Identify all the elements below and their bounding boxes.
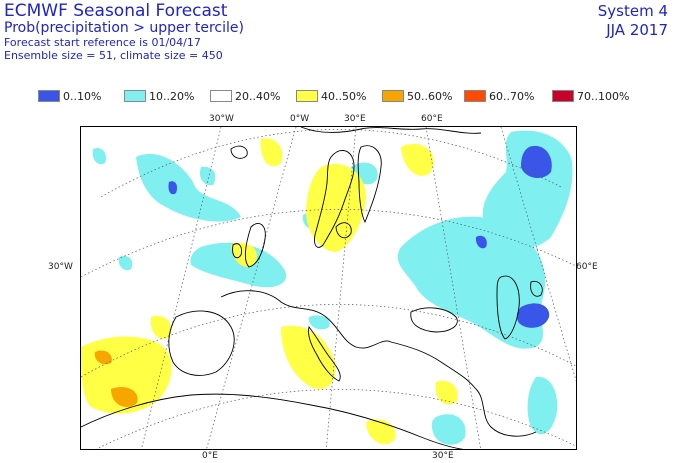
- legend-item: 0..10%: [38, 89, 101, 103]
- yellow-region: [435, 380, 458, 405]
- legend-swatch: [382, 90, 404, 102]
- page-title: ECMWF Seasonal Forecast: [4, 1, 228, 21]
- blue-region: [521, 145, 552, 179]
- legend-label: 50..60%: [407, 89, 453, 103]
- legend-item: 70..100%: [552, 89, 629, 103]
- coastline-caspian: [496, 275, 520, 340]
- cyan-region: [527, 376, 558, 435]
- legend-item: 10..20%: [124, 89, 194, 103]
- lon-label-bottom-30e: 30°E: [432, 451, 454, 461]
- legend-label: 0..10%: [63, 89, 102, 103]
- system-block: System 4 JJA 2017: [598, 2, 668, 40]
- probability-shading: [81, 130, 573, 445]
- coastline-europe-main: [220, 290, 537, 437]
- legend-swatch: [210, 90, 232, 102]
- blue-region: [168, 181, 178, 195]
- header-block: ECMWF Seasonal Forecast Prob(precipitati…: [4, 1, 244, 63]
- lon-label-0w: 0°W: [290, 114, 310, 124]
- cyan-region: [118, 255, 133, 271]
- legend-swatch: [38, 90, 60, 102]
- blue-region: [475, 235, 487, 249]
- lon-label-30w: 30°W: [209, 114, 234, 124]
- lat-label-right: 60°E: [576, 262, 598, 272]
- cyan-region: [199, 166, 216, 186]
- yellow-region: [150, 315, 172, 339]
- coastline-finland: [357, 145, 382, 224]
- blue-region: [516, 303, 550, 328]
- coastline-british-isles: [244, 223, 266, 268]
- coastline-ireland: [232, 243, 242, 259]
- coastline-scandinavia: [314, 150, 355, 248]
- cyan-region: [431, 414, 466, 445]
- orange-region: [94, 350, 112, 365]
- orange-region: [111, 386, 138, 407]
- legend-swatch: [296, 90, 318, 102]
- cyan-region: [397, 216, 546, 349]
- forecast-map: [80, 126, 577, 450]
- legend-label: 70..100%: [577, 89, 630, 103]
- coastline-black-sea: [410, 307, 458, 333]
- legend-label: 20..40%: [235, 89, 281, 103]
- lon-label-60e: 60°E: [421, 114, 443, 124]
- legend-item: 50..60%: [382, 89, 452, 103]
- legend-swatch: [552, 90, 574, 102]
- cyan-region: [190, 242, 287, 288]
- legend-swatch: [464, 90, 486, 102]
- coastline-iceland: [230, 145, 248, 159]
- yellow-region: [281, 325, 336, 389]
- cyan-region: [92, 147, 107, 165]
- coastline-italy: [308, 326, 341, 382]
- map-canvas: [81, 127, 576, 449]
- coastline-africa: [81, 393, 464, 449]
- coastlines: [81, 127, 543, 449]
- legend-label: 40..50%: [321, 89, 367, 103]
- start-reference: Forecast start reference is 01/04/17: [4, 36, 201, 49]
- yellow-region: [306, 163, 366, 252]
- yellow-region: [260, 138, 283, 167]
- coastline-arctic: [300, 127, 482, 134]
- lat-label-left: 30°W: [48, 262, 73, 272]
- yellow-region: [231, 242, 257, 267]
- legend-swatch: [124, 90, 146, 102]
- cyan-region: [308, 315, 330, 330]
- lon-label-bottom-0e: 0°E: [202, 451, 218, 461]
- yellow-region: [401, 143, 434, 176]
- coastline-baltic: [335, 222, 352, 239]
- cyan-region: [136, 153, 241, 222]
- lon-label-30e: 30°E: [344, 114, 366, 124]
- legend-item: 40..50%: [296, 89, 366, 103]
- legend-label: 10..20%: [149, 89, 195, 103]
- coastline-aral: [530, 280, 543, 297]
- page-subtitle: Prob(precipitation > upper tercile): [4, 20, 244, 36]
- yellow-region: [366, 419, 396, 445]
- coastline-iberia: [168, 310, 235, 376]
- system-label: System 4: [597, 2, 668, 20]
- legend-item: 20..40%: [210, 89, 280, 103]
- graticule: [81, 127, 576, 449]
- legend-item: 60..70%: [464, 89, 534, 103]
- legend-label: 60..70%: [489, 89, 535, 103]
- ensemble-info: Ensemble size = 51, climate size = 450: [4, 49, 223, 62]
- season-label: JJA 2017: [606, 21, 668, 39]
